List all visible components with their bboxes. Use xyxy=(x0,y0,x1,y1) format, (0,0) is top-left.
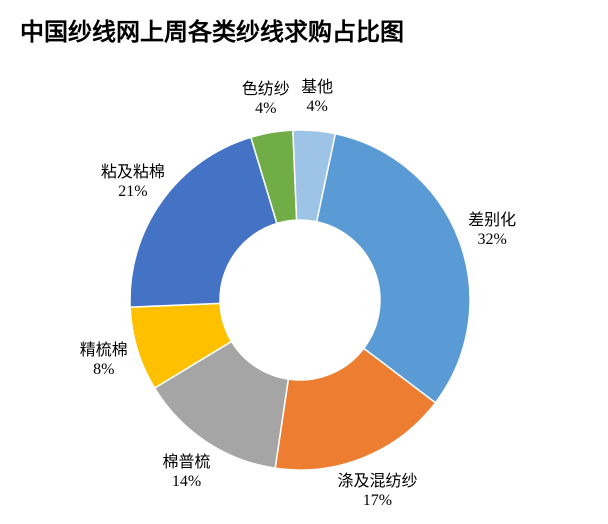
slice-name: 差别化 xyxy=(468,212,516,229)
slice-name: 精梳棉 xyxy=(80,342,128,359)
slice-value: 4% xyxy=(255,100,276,117)
slice-label-4: 粘及粘棉 21% xyxy=(93,163,173,201)
slice-value: 4% xyxy=(306,98,327,115)
slice-label-1: 涤及混纺纱 17% xyxy=(337,472,417,510)
chart-container: 中国纱线网上周各类纱线求购占比图 差别化32%涤及混纺纱17%棉普梳14%精梳棉… xyxy=(0,0,608,524)
slice-value: 32% xyxy=(477,231,506,248)
slice-name: 基他 xyxy=(301,79,333,96)
slice-label-6: 基他 4% xyxy=(277,78,357,116)
slice-0 xyxy=(317,134,470,403)
slice-value: 8% xyxy=(93,361,114,378)
slice-name: 涤及混纺纱 xyxy=(337,473,417,490)
slice-value: 21% xyxy=(118,183,147,200)
slice-name: 粘及粘棉 xyxy=(101,164,165,181)
slice-value: 14% xyxy=(172,473,201,490)
slice-name: 棉普梳 xyxy=(163,454,211,471)
slice-label-0: 差别化 32% xyxy=(452,211,532,249)
slice-label-2: 棉普梳 14% xyxy=(147,453,227,491)
slice-value: 17% xyxy=(363,492,392,509)
slice-label-3: 精梳棉 8% xyxy=(64,341,144,379)
